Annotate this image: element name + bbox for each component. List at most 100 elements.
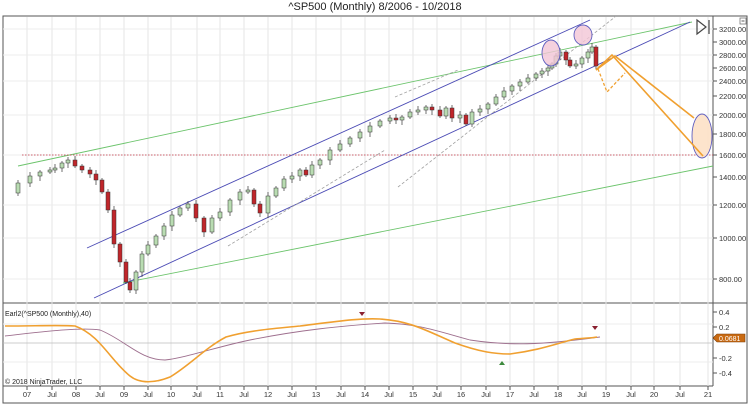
up-candle[interactable] <box>327 149 333 161</box>
down-candle[interactable] <box>117 243 123 263</box>
up-candle[interactable] <box>133 271 139 291</box>
down-candle[interactable] <box>463 114 469 125</box>
time-tick-label: Jul <box>481 390 491 399</box>
down-candle[interactable] <box>123 261 129 283</box>
down-candle[interactable] <box>127 281 133 291</box>
up-candle[interactable] <box>443 107 449 117</box>
down-candle[interactable] <box>93 173 99 181</box>
up-candle[interactable] <box>217 211 223 219</box>
up-candle[interactable] <box>525 77 531 83</box>
highlight-ellipse-sep-2018 <box>573 24 593 46</box>
time-tick-label: 18 <box>554 390 562 399</box>
up-candle[interactable] <box>185 203 191 209</box>
up-candle[interactable] <box>209 217 215 233</box>
down-candle[interactable] <box>111 209 117 245</box>
down-candle[interactable] <box>257 203 263 214</box>
up-candle[interactable] <box>273 187 279 197</box>
down-candle[interactable] <box>449 107 455 119</box>
orange-dashed-projection <box>597 68 626 94</box>
up-candle[interactable] <box>469 111 475 125</box>
up-candle[interactable] <box>59 162 65 169</box>
up-candle[interactable] <box>153 235 159 246</box>
up-candle[interactable] <box>533 73 539 79</box>
up-candle[interactable] <box>347 137 353 145</box>
up-candle[interactable] <box>517 81 523 87</box>
price-tick: 1400.00 <box>719 173 746 182</box>
indicator-value-badge: 0.0681 <box>712 333 746 343</box>
panel-menu-button[interactable] <box>739 17 747 25</box>
down-candle[interactable] <box>79 165 85 171</box>
time-tick-label: Jul <box>384 390 394 399</box>
up-candle[interactable] <box>145 244 151 255</box>
down-candle[interactable] <box>72 159 78 167</box>
down-candle[interactable] <box>303 169 309 176</box>
time-tick-label: Jul <box>529 390 539 399</box>
price-tick: 3200.00 <box>719 25 746 34</box>
down-candle[interactable] <box>437 109 443 117</box>
price-tick: 2400.00 <box>719 77 746 86</box>
up-candle[interactable] <box>245 189 251 193</box>
down-candle[interactable] <box>251 189 257 205</box>
up-candle[interactable] <box>265 195 271 214</box>
up-candle[interactable] <box>337 143 343 151</box>
up-candle[interactable] <box>297 169 303 177</box>
blue-channel <box>86 19 691 299</box>
time-tick-label: Jul <box>287 390 297 399</box>
down-candle[interactable] <box>429 106 435 111</box>
up-candle[interactable] <box>227 199 233 213</box>
up-candle[interactable] <box>169 214 175 227</box>
down-candle[interactable] <box>593 46 599 67</box>
down-candle[interactable] <box>193 203 199 219</box>
up-candle[interactable] <box>545 67 551 72</box>
down-candle[interactable] <box>201 217 207 233</box>
up-candle[interactable] <box>177 207 183 216</box>
up-candle[interactable] <box>573 63 579 67</box>
up-candle[interactable] <box>367 125 373 133</box>
time-tick-label: 20 <box>650 390 658 399</box>
price-tick: 1000.00 <box>719 234 746 243</box>
up-candle[interactable] <box>509 85 515 92</box>
up-candle[interactable] <box>37 171 43 177</box>
up-candle[interactable] <box>237 191 243 201</box>
up-candle[interactable] <box>357 131 363 139</box>
up-candle[interactable] <box>27 175 33 184</box>
price-tick: 1800.00 <box>719 130 746 139</box>
up-candle[interactable] <box>589 46 595 53</box>
up-candle[interactable] <box>289 175 295 180</box>
down-candle[interactable] <box>393 117 399 121</box>
down-candle[interactable] <box>563 51 569 61</box>
up-candle[interactable] <box>15 182 21 194</box>
up-candle[interactable] <box>539 70 545 75</box>
scroll-to-end-icon[interactable] <box>696 18 710 36</box>
up-candle[interactable] <box>161 225 167 237</box>
candlesticks[interactable] <box>15 43 599 294</box>
down-candle[interactable] <box>105 191 111 211</box>
time-tick-label: 17 <box>506 390 514 399</box>
up-candle[interactable] <box>399 116 405 121</box>
up-candle[interactable] <box>47 169 53 173</box>
up-candle[interactable] <box>65 159 71 164</box>
up-candle[interactable] <box>585 51 591 59</box>
up-candle[interactable] <box>501 90 507 98</box>
up-candle[interactable] <box>423 106 429 111</box>
up-candle[interactable] <box>377 120 383 127</box>
up-candle[interactable] <box>52 167 58 171</box>
up-candle[interactable] <box>281 178 287 189</box>
up-candle[interactable] <box>407 111 413 118</box>
up-candle[interactable] <box>493 96 499 105</box>
up-candle[interactable] <box>309 164 315 176</box>
up-candle[interactable] <box>457 114 463 119</box>
up-candle[interactable] <box>477 108 483 113</box>
up-candle[interactable] <box>485 103 491 110</box>
up-candle[interactable] <box>139 253 145 273</box>
price-tick: 800.00 <box>719 275 742 284</box>
down-candle[interactable] <box>87 169 93 175</box>
down-candle[interactable] <box>567 59 573 67</box>
copyright-text: © 2018 NinjaTrader, LLC <box>5 378 82 386</box>
up-candle[interactable] <box>387 117 393 122</box>
down-candle[interactable] <box>99 179 105 193</box>
up-candle[interactable] <box>415 109 421 113</box>
up-candle[interactable] <box>579 57 585 65</box>
up-candle[interactable] <box>317 159 323 166</box>
